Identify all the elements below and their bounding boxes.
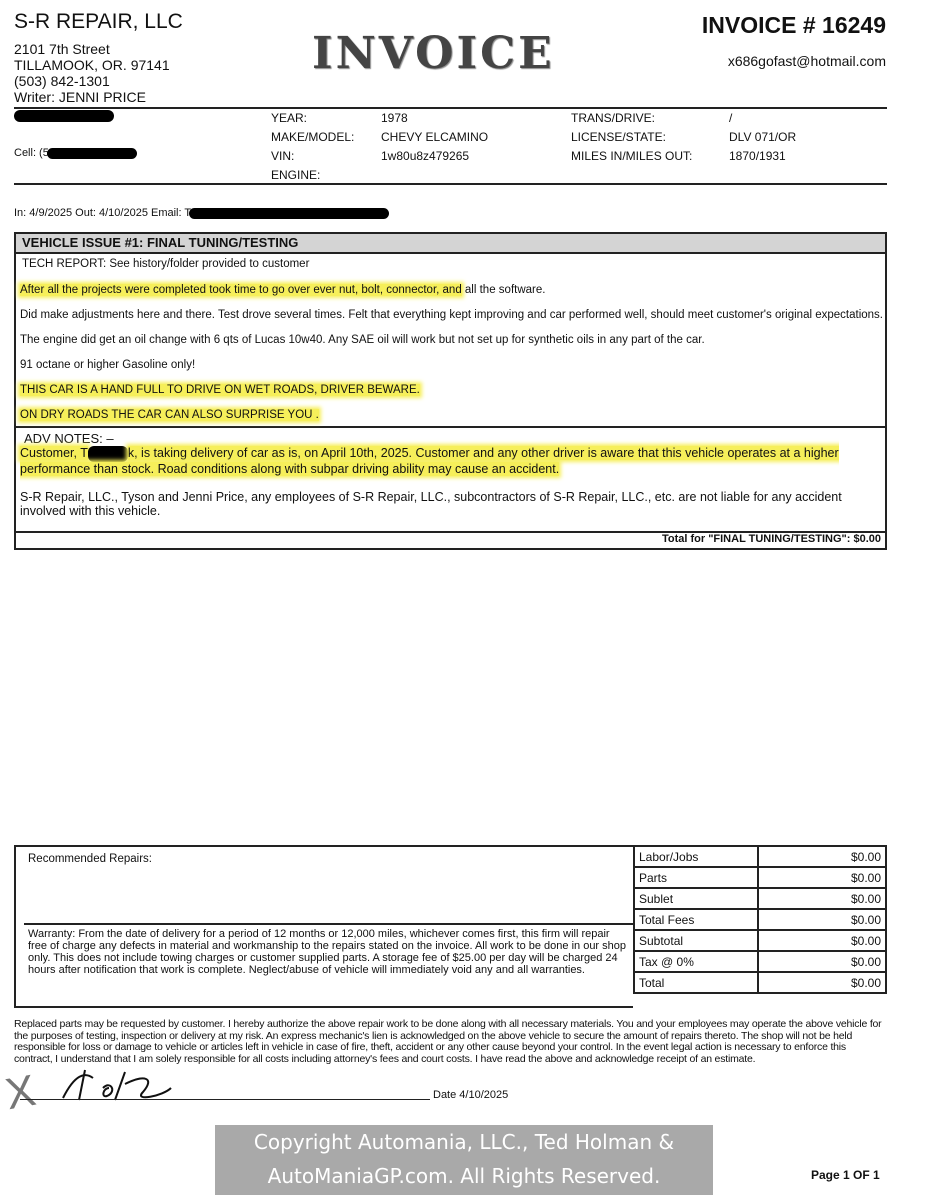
totals-value: $0.00 [757,845,887,868]
dates-text: In: 4/9/2025 Out: 4/10/2025 Email: T [14,207,192,219]
watermark-line: Copyright Automania, LLC., Ted Holman & [253,1130,675,1154]
totals-row: Labor/Jobs $0.00 [633,845,887,868]
year-value: 1978 [381,111,408,125]
totals-value: $0.00 [757,866,887,889]
totals-row: Sublet $0.00 [633,887,887,910]
totals-table: Labor/Jobs $0.00 Parts $0.00 Sublet $0.00 Tota… [633,845,887,994]
watermark-line: AutoManiaGP.com. All Rights Reserved. [267,1164,661,1188]
invoice-number: INVOICE # 16249 [701,12,886,38]
miles-value: 1870/1931 [729,149,786,163]
license-label: LICENSE/STATE: [571,130,666,144]
issue-total: Total for "FINAL TUNING/TESTING": $0.00 [16,531,885,548]
year-label: YEAR: [271,111,308,125]
signature-date: Date 4/10/2025 [433,1089,509,1101]
divider [14,107,887,109]
trans-label: TRANS/DRIVE: [571,111,656,125]
shop-name: S-R REPAIR, LLC [14,10,183,33]
invoice-title: INVOICE [312,28,555,79]
issue-header: VEHICLE ISSUE #1: FINAL TUNING/TESTING [16,234,885,254]
totals-label: Labor/Jobs [633,845,759,868]
totals-row: Total $0.00 [633,971,887,994]
redacted-email [189,207,390,219]
customer-cell: Cell: (5 [14,147,137,159]
engine-label: ENGINE: [271,168,321,182]
totals-label: Parts [633,866,759,889]
issue-warning: ON DRY ROADS THE CAR CAN ALSO SURPRISE Y… [20,409,885,422]
shop-street: 2101 7th Street [14,41,110,57]
totals-label: Total [633,971,759,994]
liability-text: S-R Repair, LLC., Tyson and Jenni Price,… [20,490,842,518]
redacted-customer-name [87,446,128,462]
totals-row: Total Fees $0.00 [633,908,887,931]
highlighted-text: THIS CAR IS A HAND FULL TO DRIVE ON WET … [20,384,420,396]
miles-label: MILES IN/MILES OUT: [571,149,693,163]
vin-value: 1w80u8z479265 [381,149,470,163]
totals-value: $0.00 [757,950,887,973]
customer-signature [62,1069,172,1101]
copyright-watermark: Copyright Automania, LLC., Ted Holman & … [215,1125,713,1195]
totals-label: Tax @ 0% [633,950,759,973]
highlighted-text: After all the projects were completed to… [20,284,462,296]
totals-label: Sublet [633,887,759,910]
recommended-label: Recommended Repairs: [28,853,153,865]
vin-label: VIN: [271,149,295,163]
highlighted-text: ON DRY ROADS THE CAR CAN ALSO SURPRISE Y… [20,409,319,421]
totals-value: $0.00 [757,929,887,952]
trans-value: / [729,111,733,125]
redacted-customer-name [14,110,114,122]
cell-label: Cell: (5 [14,147,49,159]
authorization-text: Replaced parts may be requested by custo… [14,1018,882,1065]
tech-report: TECH REPORT: See history/folder provided… [22,258,310,270]
vehicle-issue-box: VEHICLE ISSUE #1: FINAL TUNING/TESTING T… [14,232,887,550]
warranty-text: Warranty: From the date of delivery for … [28,928,627,976]
totals-value: $0.00 [757,908,887,931]
issue-paragraph: Did make adjustments here and there. Tes… [20,309,883,321]
adv-notes-label: ADV NOTES: – [24,431,114,446]
signature-line [20,1099,430,1100]
redacted-cell [46,147,137,159]
make-value: CHEVY ELCAMINO [381,130,489,144]
dates-line: In: 4/9/2025 Out: 4/10/2025 Email: T [14,207,390,219]
totals-row: Parts $0.00 [633,866,887,889]
totals-value: $0.00 [757,971,887,994]
license-value: DLV 071/OR [729,130,797,144]
divider [14,183,887,185]
totals-row: Subtotal $0.00 [633,929,887,952]
shop-phone: (503) 842-1301 [14,73,110,89]
highlighted-text: Customer, T [20,446,88,461]
totals-label: Total Fees [633,908,759,931]
totals-label: Subtotal [633,929,759,952]
shop-email: x686gofast@hotmail.com [727,53,886,69]
writer: Writer: JENNI PRICE [14,89,146,105]
text: all the software. [461,284,546,296]
totals-value: $0.00 [757,887,887,910]
issue-paragraph: The engine did get an oil change with 6 … [20,334,705,346]
issue-warning: THIS CAR IS A HAND FULL TO DRIVE ON WET … [20,384,885,397]
totals-row: Tax @ 0% $0.00 [633,950,887,973]
signature-x-mark: X [1,1065,40,1120]
page-number: Page 1 OF 1 [811,1168,880,1182]
issue-paragraph: After all the projects were completed to… [20,284,885,297]
recommended-box: Recommended Repairs: Warranty: From the … [14,845,633,1008]
make-label: MAKE/MODEL: [271,130,355,144]
shop-address: 2101 7th Street TILLAMOOK, OR. 97141 (50… [14,41,170,105]
highlighted-text: k, is taking delivery of car as is, on A… [20,446,839,476]
shop-city: TILLAMOOK, OR. 97141 [14,57,170,73]
issue-paragraph: 91 octane or higher Gasoline only! [20,359,196,371]
